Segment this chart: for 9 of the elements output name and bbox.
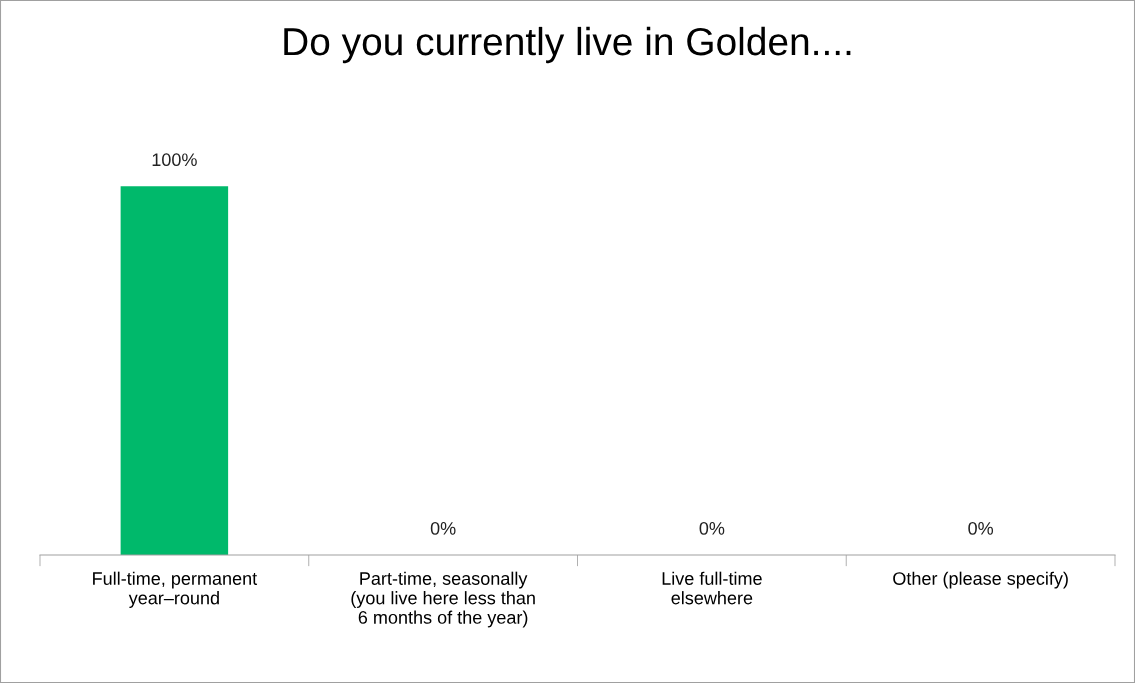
data-label: 0% (699, 521, 725, 535)
data-label: 100% (152, 153, 197, 167)
x-tick-label: Other (please specify) (893, 571, 1068, 589)
x-tick-label: Part-time, seasonally (you live here less than 6 months of the year) (351, 571, 535, 628)
chart-title: Do you currently live in Golden.... (284, 26, 851, 64)
data-label: 0% (430, 521, 456, 535)
data-label: 0% (968, 521, 994, 535)
x-tick-label: Live full-time elsewhere (662, 571, 762, 605)
x-tick-label: Full-time, permanent year–round (93, 571, 258, 608)
